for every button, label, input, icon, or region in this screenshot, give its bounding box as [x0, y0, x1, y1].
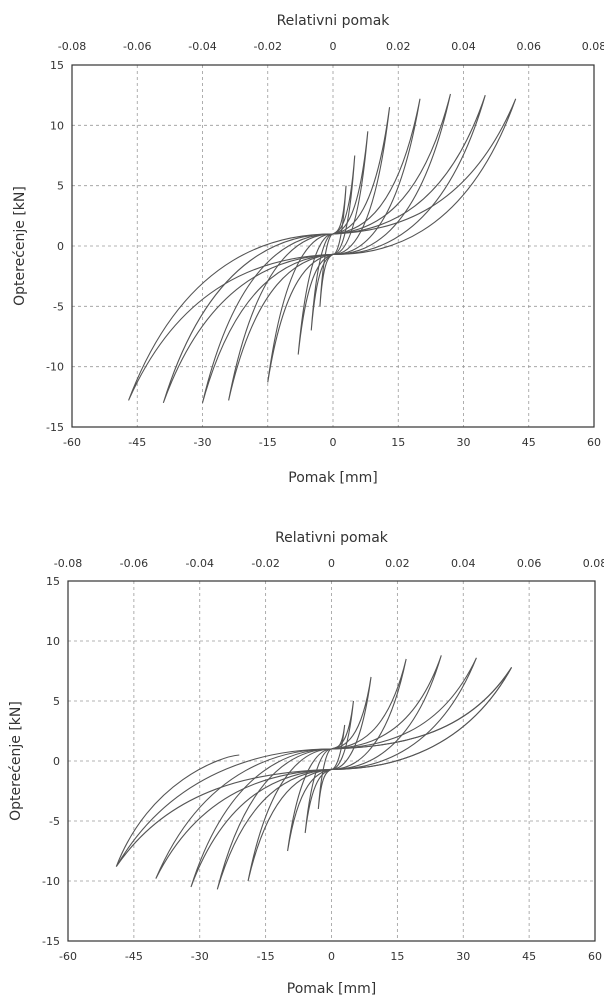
hysteresis-loop [228, 98, 421, 401]
y-tick-label: 15 [50, 59, 64, 72]
x-tick-label: 45 [522, 436, 536, 449]
top-tick-label: -0.02 [251, 557, 279, 570]
hysteresis-loop [128, 98, 517, 401]
top-tick-label: 0.02 [385, 557, 410, 570]
y-tick-label: -5 [53, 300, 64, 313]
x-tick-label: 0 [328, 950, 335, 963]
top-tick-label: -0.06 [123, 40, 151, 53]
hysteresis-loop [319, 185, 347, 307]
hysteresis-loop [201, 93, 451, 404]
y-tick-label: 10 [50, 119, 64, 132]
hysteresis-loop [190, 657, 477, 888]
x-tick-label: 45 [522, 950, 536, 963]
hysteresis-loop [310, 155, 356, 331]
top-tick-label: 0.08 [583, 557, 604, 570]
x-tick-label: 60 [588, 950, 602, 963]
x-tick-label: -15 [257, 950, 275, 963]
gridlines [72, 65, 594, 427]
x-tick-label: 15 [390, 950, 404, 963]
top-tick-label: -0.02 [254, 40, 282, 53]
top-tick-label: 0.08 [582, 40, 604, 53]
y-tick-label: -15 [42, 935, 60, 948]
top-tick-label: 0.02 [386, 40, 411, 53]
x-tick-label: 30 [457, 436, 471, 449]
hysteresis-loops [128, 93, 517, 404]
x-tick-label: -15 [259, 436, 277, 449]
chart-1: -60 -45 -30 -15 0 15 30 45 60 -0.08 -0.06 -0.04 -0.0… [12, 13, 604, 486]
chart-2: -60 -45 -30 -15 0 15 30 45 60 -0.08 -0.06 -0.04 -0.0… [8, 530, 604, 997]
x-axis-title: Pomak [mm] [287, 981, 376, 997]
plot-frame [67, 580, 596, 942]
x-tick-label: 0 [330, 436, 337, 449]
y-tick-label: 0 [53, 755, 60, 768]
gridlines [68, 581, 595, 941]
top-axis-title: Relativni pomak [275, 530, 389, 546]
x-tick-label: 60 [587, 436, 601, 449]
hysteresis-loop [304, 700, 355, 834]
x-tick-label: -45 [128, 436, 146, 449]
y-tick-label: 10 [46, 635, 60, 648]
x-tick-label: -45 [125, 950, 143, 963]
x-tick-label: -30 [191, 950, 209, 963]
y-tick-label: 5 [53, 695, 60, 708]
hysteresis-loop [317, 724, 346, 810]
top-tick-label: 0.04 [451, 40, 476, 53]
x-tick-label: -60 [59, 950, 77, 963]
top-tick-label: -0.06 [120, 557, 148, 570]
hysteresis-loop [216, 655, 442, 890]
y-tick-label: 0 [57, 240, 64, 253]
x-tick-label: -60 [63, 436, 81, 449]
hysteresis-loop [115, 667, 513, 867]
x-tick-label: -30 [194, 436, 212, 449]
top-axis-title: Relativni pomak [277, 13, 391, 29]
hysteresis-loops [115, 655, 513, 890]
top-tick-label: 0.04 [451, 557, 476, 570]
y-tick-label: 5 [57, 180, 64, 193]
hysteresis-loop [247, 658, 407, 882]
y-tick-label: -10 [46, 361, 64, 374]
hysteresis-loop [297, 131, 369, 355]
top-tick-label: 0.06 [517, 557, 542, 570]
plot-frame [71, 64, 595, 428]
top-tick-label: -0.08 [54, 557, 82, 570]
y-axis-title: Opterećenje [kN] [8, 701, 24, 821]
top-tick-label: -0.04 [188, 40, 216, 53]
final-unloading-curve [115, 754, 240, 867]
x-tick-label: 30 [456, 950, 470, 963]
y-tick-label: -10 [42, 875, 60, 888]
hysteresis-loop [287, 676, 372, 852]
y-tick-label: 15 [46, 575, 60, 588]
y-tick-label: -15 [46, 421, 64, 434]
y-tick-label: -5 [49, 815, 60, 828]
top-tick-label: -0.08 [58, 40, 86, 53]
x-axis-title: Pomak [mm] [288, 470, 377, 486]
y-axis-title: Opterećenje [kN] [12, 186, 28, 306]
hysteresis-loop [162, 94, 486, 404]
top-tick-label: 0.06 [517, 40, 542, 53]
top-tick-label: 0 [328, 557, 335, 570]
x-tick-label: 15 [391, 436, 405, 449]
hysteresis-loop [267, 107, 391, 383]
top-tick-label: 0 [330, 40, 337, 53]
top-tick-label: -0.04 [186, 557, 214, 570]
